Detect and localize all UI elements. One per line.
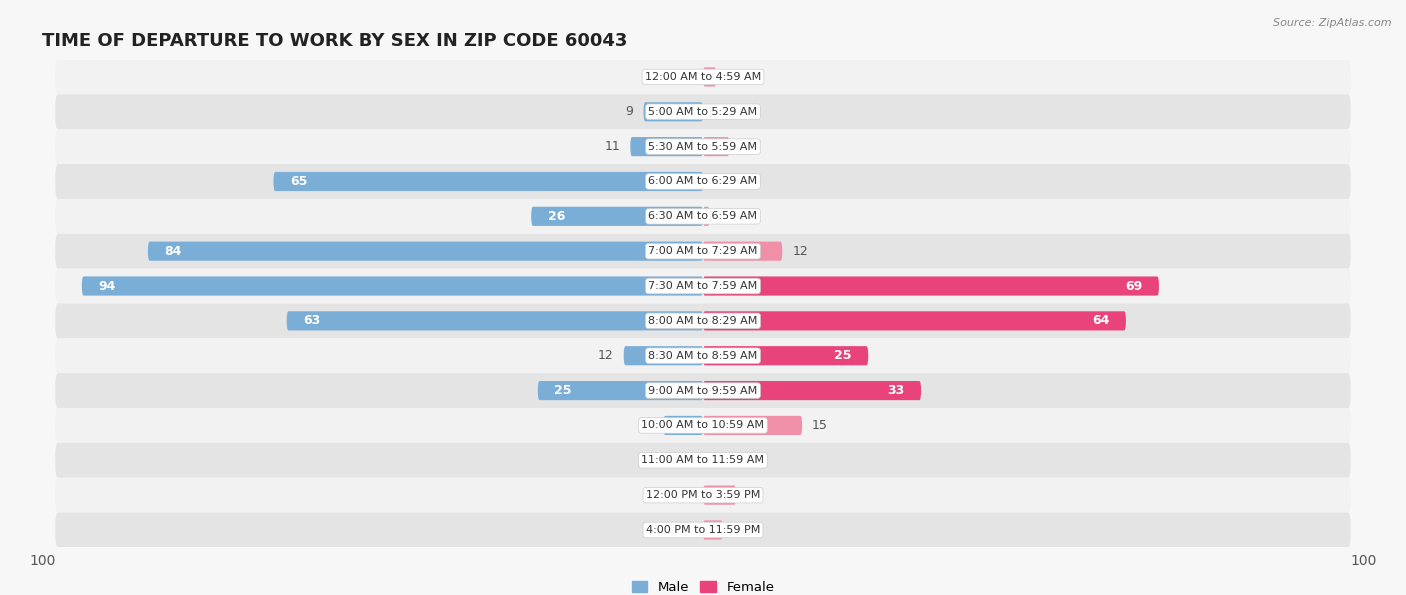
FancyBboxPatch shape bbox=[630, 137, 703, 156]
Legend: Male, Female: Male, Female bbox=[626, 576, 780, 595]
FancyBboxPatch shape bbox=[703, 67, 716, 86]
Text: 6: 6 bbox=[645, 419, 654, 432]
Text: 1: 1 bbox=[720, 210, 727, 223]
Text: 0: 0 bbox=[685, 524, 693, 537]
Text: 11: 11 bbox=[605, 140, 620, 153]
FancyBboxPatch shape bbox=[55, 234, 1351, 268]
FancyBboxPatch shape bbox=[703, 206, 710, 226]
Text: Source: ZipAtlas.com: Source: ZipAtlas.com bbox=[1274, 18, 1392, 28]
Text: 6:30 AM to 6:59 AM: 6:30 AM to 6:59 AM bbox=[648, 211, 758, 221]
FancyBboxPatch shape bbox=[703, 277, 1159, 296]
Text: 33: 33 bbox=[887, 384, 904, 397]
Text: 25: 25 bbox=[554, 384, 572, 397]
Text: 6:00 AM to 6:29 AM: 6:00 AM to 6:29 AM bbox=[648, 177, 758, 186]
FancyBboxPatch shape bbox=[55, 339, 1351, 373]
FancyBboxPatch shape bbox=[55, 443, 1351, 478]
FancyBboxPatch shape bbox=[531, 206, 703, 226]
Text: 64: 64 bbox=[1092, 314, 1109, 327]
Text: 25: 25 bbox=[834, 349, 852, 362]
FancyBboxPatch shape bbox=[55, 408, 1351, 443]
FancyBboxPatch shape bbox=[644, 102, 703, 121]
FancyBboxPatch shape bbox=[703, 416, 801, 435]
Text: 69: 69 bbox=[1125, 280, 1143, 293]
Text: TIME OF DEPARTURE TO WORK BY SEX IN ZIP CODE 60043: TIME OF DEPARTURE TO WORK BY SEX IN ZIP … bbox=[42, 32, 627, 49]
Text: 12: 12 bbox=[598, 349, 614, 362]
Text: 12:00 AM to 4:59 AM: 12:00 AM to 4:59 AM bbox=[645, 72, 761, 82]
Text: 5: 5 bbox=[747, 488, 754, 502]
Text: 0: 0 bbox=[713, 175, 721, 188]
Text: 12:00 PM to 3:59 PM: 12:00 PM to 3:59 PM bbox=[645, 490, 761, 500]
FancyBboxPatch shape bbox=[703, 521, 723, 540]
FancyBboxPatch shape bbox=[148, 242, 703, 261]
Text: 0: 0 bbox=[713, 105, 721, 118]
FancyBboxPatch shape bbox=[55, 164, 1351, 199]
FancyBboxPatch shape bbox=[624, 346, 703, 365]
Text: 0: 0 bbox=[685, 488, 693, 502]
FancyBboxPatch shape bbox=[537, 381, 703, 400]
Text: 7:00 AM to 7:29 AM: 7:00 AM to 7:29 AM bbox=[648, 246, 758, 256]
Text: 7:30 AM to 7:59 AM: 7:30 AM to 7:59 AM bbox=[648, 281, 758, 291]
FancyBboxPatch shape bbox=[703, 311, 1126, 330]
Text: 15: 15 bbox=[813, 419, 828, 432]
Text: 0: 0 bbox=[713, 454, 721, 466]
FancyBboxPatch shape bbox=[273, 172, 703, 191]
Text: 4:00 PM to 11:59 PM: 4:00 PM to 11:59 PM bbox=[645, 525, 761, 535]
FancyBboxPatch shape bbox=[55, 512, 1351, 547]
Text: 94: 94 bbox=[98, 280, 115, 293]
FancyBboxPatch shape bbox=[55, 268, 1351, 303]
Text: 10:00 AM to 10:59 AM: 10:00 AM to 10:59 AM bbox=[641, 421, 765, 430]
FancyBboxPatch shape bbox=[55, 129, 1351, 164]
FancyBboxPatch shape bbox=[55, 478, 1351, 512]
Text: 2: 2 bbox=[725, 70, 734, 83]
Text: 12: 12 bbox=[792, 245, 808, 258]
Text: 8:00 AM to 8:29 AM: 8:00 AM to 8:29 AM bbox=[648, 316, 758, 326]
FancyBboxPatch shape bbox=[55, 373, 1351, 408]
FancyBboxPatch shape bbox=[55, 199, 1351, 234]
Text: 0: 0 bbox=[685, 70, 693, 83]
FancyBboxPatch shape bbox=[55, 95, 1351, 129]
Text: 5:00 AM to 5:29 AM: 5:00 AM to 5:29 AM bbox=[648, 107, 758, 117]
Text: 11:00 AM to 11:59 AM: 11:00 AM to 11:59 AM bbox=[641, 455, 765, 465]
Text: 0: 0 bbox=[685, 454, 693, 466]
Text: 84: 84 bbox=[165, 245, 181, 258]
FancyBboxPatch shape bbox=[703, 486, 737, 505]
Text: 9: 9 bbox=[626, 105, 634, 118]
Text: 8:30 AM to 8:59 AM: 8:30 AM to 8:59 AM bbox=[648, 350, 758, 361]
FancyBboxPatch shape bbox=[287, 311, 703, 330]
Text: 65: 65 bbox=[290, 175, 308, 188]
Text: 26: 26 bbox=[548, 210, 565, 223]
Text: 9:00 AM to 9:59 AM: 9:00 AM to 9:59 AM bbox=[648, 386, 758, 396]
Text: 5:30 AM to 5:59 AM: 5:30 AM to 5:59 AM bbox=[648, 142, 758, 152]
FancyBboxPatch shape bbox=[703, 346, 868, 365]
FancyBboxPatch shape bbox=[82, 277, 703, 296]
FancyBboxPatch shape bbox=[55, 60, 1351, 95]
Text: 4: 4 bbox=[740, 140, 747, 153]
FancyBboxPatch shape bbox=[703, 242, 782, 261]
FancyBboxPatch shape bbox=[703, 137, 730, 156]
Text: 63: 63 bbox=[304, 314, 321, 327]
Text: 3: 3 bbox=[733, 524, 741, 537]
FancyBboxPatch shape bbox=[55, 303, 1351, 339]
FancyBboxPatch shape bbox=[703, 381, 921, 400]
FancyBboxPatch shape bbox=[664, 416, 703, 435]
